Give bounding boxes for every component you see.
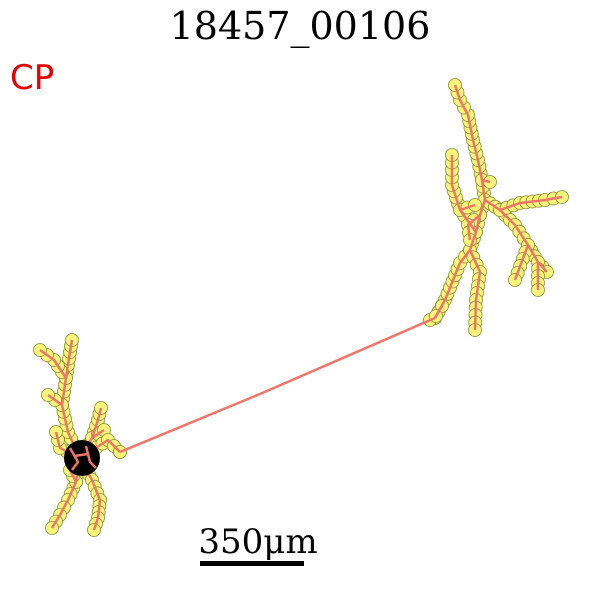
figure-title: 18457_00106	[169, 4, 431, 48]
neurite-segment	[484, 198, 548, 273]
neurite-segment	[68, 447, 80, 471]
neurite-segment	[73, 452, 89, 458]
neurite-lines	[39, 84, 563, 531]
neurite-segment	[466, 214, 481, 241]
neurite-segment	[39, 348, 68, 379]
neurite-segment	[91, 428, 105, 440]
neurite-segment	[119, 316, 436, 454]
neurite-segment	[468, 249, 482, 331]
soma	[64, 440, 100, 476]
scale-bar	[200, 561, 304, 566]
neurite-segment	[84, 445, 97, 469]
neurite-segment	[499, 195, 563, 212]
neurite-segment	[47, 393, 63, 407]
neurite-segment	[433, 305, 444, 319]
neurite-segment	[450, 155, 478, 233]
neurite-segment	[481, 178, 491, 184]
scale-bar-label: 350μm	[198, 522, 318, 562]
neurite-segment	[513, 244, 530, 281]
neurite-segment	[459, 203, 476, 212]
neurite-segment	[60, 339, 82, 459]
trace-nodes	[33, 78, 569, 537]
region-label: CP	[10, 58, 55, 98]
